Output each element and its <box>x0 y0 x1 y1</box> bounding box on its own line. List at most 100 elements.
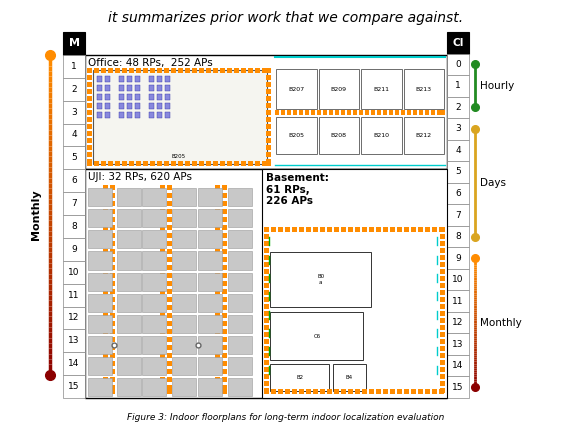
Bar <box>167 297 172 302</box>
Bar <box>264 227 269 232</box>
Bar <box>264 389 269 394</box>
Bar <box>87 145 92 150</box>
Text: 11: 11 <box>68 291 80 300</box>
Bar <box>103 329 108 334</box>
Bar <box>276 69 316 109</box>
Bar <box>103 361 108 366</box>
Bar <box>167 369 172 374</box>
Bar <box>149 85 154 91</box>
Bar <box>167 361 172 366</box>
Bar <box>335 110 339 114</box>
Bar <box>103 265 108 270</box>
Bar <box>119 76 124 82</box>
Bar <box>215 273 220 278</box>
Bar <box>110 385 115 390</box>
Text: B209: B209 <box>331 87 347 92</box>
Text: 5: 5 <box>71 153 77 162</box>
Bar <box>264 276 269 281</box>
Bar <box>63 55 85 78</box>
Bar <box>165 94 170 100</box>
Bar <box>248 68 253 73</box>
Bar <box>334 389 339 394</box>
Bar <box>160 225 165 230</box>
Bar <box>135 94 140 100</box>
Bar <box>440 346 445 351</box>
Bar <box>206 68 211 73</box>
Bar <box>115 161 120 166</box>
Bar <box>383 227 388 232</box>
Bar <box>110 185 115 190</box>
Bar <box>413 111 417 115</box>
Bar <box>160 249 165 254</box>
Bar <box>228 188 252 206</box>
Bar <box>215 249 220 254</box>
Bar <box>142 294 166 312</box>
Bar <box>88 273 112 291</box>
Bar <box>157 103 162 109</box>
Bar <box>440 234 445 239</box>
Bar <box>365 111 369 115</box>
Bar <box>292 389 297 394</box>
Bar <box>228 230 252 249</box>
Bar <box>264 353 269 358</box>
Bar <box>440 311 445 316</box>
Bar <box>413 110 417 114</box>
Bar <box>167 281 172 286</box>
Bar <box>160 257 165 262</box>
Bar <box>63 261 85 284</box>
Bar <box>222 313 227 318</box>
Text: B0
a: B0 a <box>317 274 324 285</box>
Bar <box>160 209 165 214</box>
Bar <box>135 103 140 109</box>
Text: 8: 8 <box>455 232 461 241</box>
Bar <box>397 389 402 394</box>
Bar <box>198 357 222 375</box>
Bar <box>157 161 162 166</box>
Bar <box>167 389 172 394</box>
Bar <box>222 225 227 230</box>
Bar <box>110 281 115 286</box>
Bar <box>264 241 269 246</box>
Bar <box>142 273 166 291</box>
Bar <box>266 159 271 164</box>
Bar <box>270 364 329 391</box>
Bar <box>142 252 166 270</box>
Bar <box>361 69 402 109</box>
Text: 2: 2 <box>455 103 461 112</box>
Bar <box>255 161 260 166</box>
Bar <box>287 110 291 114</box>
Bar <box>103 305 108 310</box>
Bar <box>425 227 430 232</box>
Bar <box>103 389 108 394</box>
Bar <box>441 111 445 115</box>
Bar <box>323 111 327 115</box>
Bar <box>271 227 276 232</box>
Bar <box>103 337 108 342</box>
Bar <box>213 161 218 166</box>
Bar <box>447 118 469 140</box>
Text: 7: 7 <box>71 199 77 208</box>
Bar <box>160 305 165 310</box>
Bar <box>407 111 411 115</box>
Bar <box>110 249 115 254</box>
Bar <box>167 305 172 310</box>
Bar <box>270 252 371 307</box>
Bar <box>103 377 108 382</box>
Text: 13: 13 <box>68 336 80 345</box>
Bar <box>172 188 196 206</box>
Bar <box>110 377 115 382</box>
Bar <box>334 227 339 232</box>
Bar <box>440 227 445 232</box>
Bar <box>332 364 366 391</box>
Bar <box>110 353 115 358</box>
Bar <box>103 273 108 278</box>
Bar <box>101 161 106 166</box>
Bar <box>359 110 363 114</box>
Bar <box>143 68 148 73</box>
Bar <box>317 111 321 115</box>
Bar <box>63 146 85 169</box>
Bar <box>110 329 115 334</box>
Bar <box>119 94 124 100</box>
Bar <box>389 111 393 115</box>
Bar <box>157 94 162 100</box>
